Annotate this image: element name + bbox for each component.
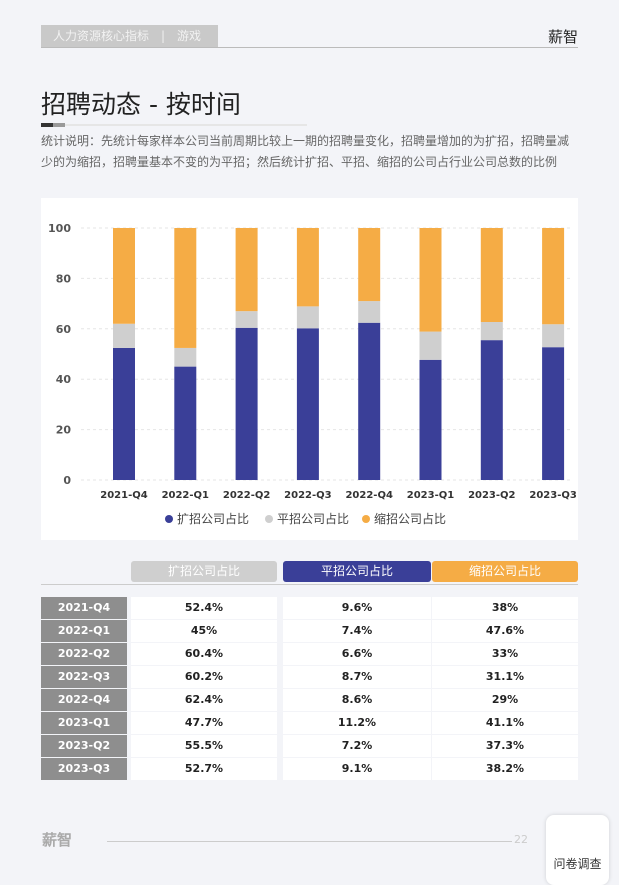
header-divider <box>41 47 578 48</box>
table-cell: 41.1% <box>432 712 578 734</box>
bar-segment <box>358 301 381 323</box>
footer-logo: 薪智 <box>42 831 73 849</box>
legend-marker <box>265 515 273 523</box>
table-header-divider <box>41 584 578 585</box>
table-cell: 8.7% <box>283 666 431 688</box>
bar-segment <box>296 328 319 480</box>
table-cell: 29% <box>432 689 578 711</box>
bar-segment <box>174 366 197 480</box>
x-tick-label: 2022-Q1 <box>162 490 209 501</box>
table-cell: 8.6% <box>283 689 431 711</box>
bar-segment <box>542 347 565 480</box>
table-cell: 62.4% <box>131 689 277 711</box>
stacked-bar-chart: 0 20 40 60 80 100 2021-Q4 2022-Q1 2022-Q2 2022-Q3… <box>48 222 577 526</box>
table-cell: 9.1% <box>283 758 431 780</box>
row-label: 2022-Q3 <box>41 666 127 688</box>
bar-segment <box>296 306 319 329</box>
legend-marker <box>362 515 370 523</box>
y-tick-label: 60 <box>56 323 72 336</box>
bar-segment <box>235 311 258 328</box>
row-label: 2023-Q1 <box>41 712 127 734</box>
legend-label: 平招公司占比 <box>277 511 349 526</box>
table-cell: 47.6% <box>432 620 578 642</box>
bar-segment <box>419 359 442 480</box>
x-tick-label: 2023-Q3 <box>529 490 576 501</box>
bar-segment <box>113 323 135 348</box>
table-cell: 45% <box>131 620 277 642</box>
column-header: 扩招公司占比 <box>131 561 277 582</box>
row-label: 2023-Q3 <box>41 758 127 780</box>
table-cell: 33% <box>432 643 578 665</box>
bar-segment <box>174 228 197 348</box>
bar-segment <box>480 228 503 322</box>
bar-segment <box>174 347 197 367</box>
bar-segment <box>480 340 503 480</box>
table-cell: 6.6% <box>283 643 431 665</box>
table-cell: 38% <box>432 597 578 619</box>
x-tick-label: 2021-Q4 <box>100 490 147 501</box>
bar-segment <box>358 228 381 302</box>
column-header: 平招公司占比 <box>283 561 431 582</box>
y-tick-label: 20 <box>56 424 72 437</box>
table-cell: 37.3% <box>432 735 578 757</box>
x-tick-label: 2023-Q2 <box>468 490 515 501</box>
table-cell: 52.4% <box>131 597 277 619</box>
legend-label: 缩招公司占比 <box>374 511 446 526</box>
x-tick-label: 2022-Q4 <box>345 490 392 501</box>
table-cell: 60.4% <box>131 643 277 665</box>
title-underline <box>53 123 65 127</box>
table-cell: 55.5% <box>131 735 277 757</box>
title-underline <box>41 123 53 127</box>
table-cell: 9.6% <box>283 597 431 619</box>
legend-label: 扩招公司占比 <box>177 511 249 526</box>
y-tick-label: 80 <box>56 272 72 285</box>
row-label: 2022-Q2 <box>41 643 127 665</box>
legend-marker <box>165 515 173 523</box>
table-cell: 7.4% <box>283 620 431 642</box>
x-tick-label: 2022-Q3 <box>284 490 331 501</box>
table-cell: 11.2% <box>283 712 431 734</box>
bar-segment <box>419 228 442 332</box>
table-cell: 47.7% <box>131 712 277 734</box>
bar-segment <box>542 324 565 348</box>
bar-segment <box>235 327 258 480</box>
x-tick-label: 2023-Q1 <box>407 490 454 501</box>
title-underline <box>65 124 307 126</box>
y-tick-label: 40 <box>56 373 72 386</box>
bar-segment <box>419 331 442 360</box>
bar-segment <box>358 322 381 480</box>
table-cell: 31.1% <box>432 666 578 688</box>
column-header: 缩招公司占比 <box>432 561 578 582</box>
table-cell: 60.2% <box>131 666 277 688</box>
bar-segment <box>235 228 258 312</box>
y-tick-label: 0 <box>63 474 71 487</box>
survey-button[interactable]: 问卷调查 <box>546 815 609 885</box>
page-title: 招聘动态 - 按时间 <box>41 90 241 119</box>
footer-divider <box>107 841 512 842</box>
table-cell: 7.2% <box>283 735 431 757</box>
bar-segment <box>296 228 319 307</box>
description: 统计说明：先统计每家样本公司当前周期比较上一期的招聘量变化，招聘量增加的为扩招，… <box>41 134 570 169</box>
chart-panel: 0 20 40 60 80 100 2021-Q4 2022-Q1 2022-Q2 2022-Q3… <box>41 198 578 540</box>
table-cell: 38.2% <box>432 758 578 780</box>
bar-segment <box>113 347 135 480</box>
row-label: 2022-Q4 <box>41 689 127 711</box>
bar-segment <box>113 228 135 324</box>
brand-logo: 薪智 <box>547 28 578 46</box>
section-tag: 人力资源核心指标 | 游戏 <box>41 25 218 47</box>
row-label: 2022-Q1 <box>41 620 127 642</box>
row-label: 2021-Q4 <box>41 597 127 619</box>
x-tick-label: 2022-Q2 <box>223 490 270 501</box>
bar-segment <box>542 228 565 325</box>
y-tick-label: 100 <box>48 222 71 235</box>
page-number: 22 <box>514 833 528 846</box>
row-label: 2023-Q2 <box>41 735 127 757</box>
bar-segment <box>480 321 503 341</box>
table-cell: 52.7% <box>131 758 277 780</box>
